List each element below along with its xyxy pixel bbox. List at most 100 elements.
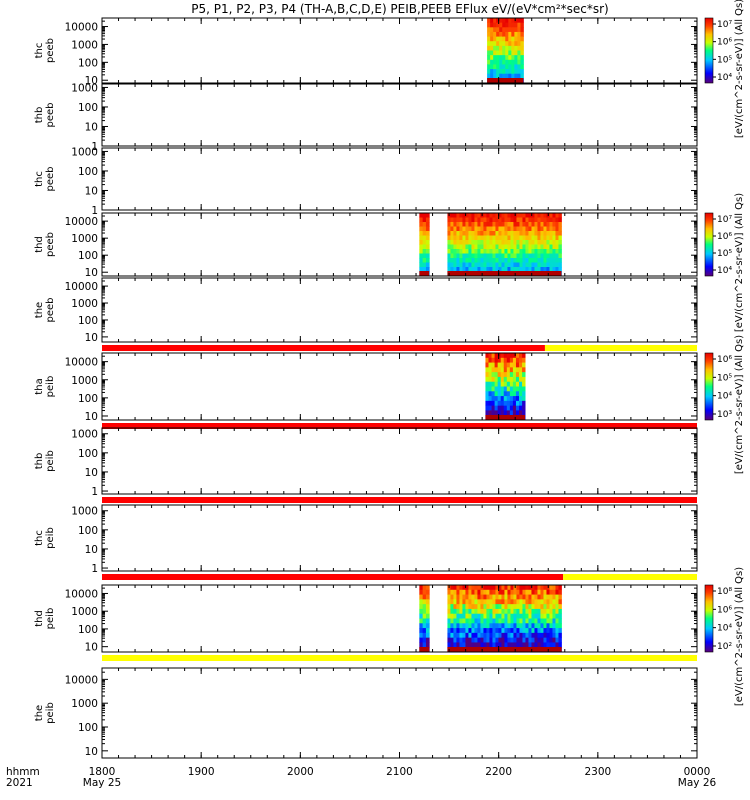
spectrogram-cell (459, 222, 463, 227)
spectrogram-cell (517, 69, 521, 75)
spectrogram-cell (555, 604, 559, 610)
spectrogram-cell (483, 217, 487, 223)
spectrogram-cell (508, 59, 512, 65)
spectrogram-cell (419, 253, 424, 259)
panel-label: thbpeeb (34, 103, 56, 128)
spectrogram-cell (555, 267, 559, 272)
spectrogram-cell (558, 222, 562, 227)
spectrogram-cell (505, 22, 509, 28)
colorbar-tick-label: 10⁶ (717, 605, 732, 615)
spectrogram-cell (499, 36, 503, 42)
spectrogram-cell (549, 618, 553, 624)
panel-frame (101, 667, 698, 759)
spectrogram-cell (513, 613, 517, 619)
probe-name: thc (34, 171, 45, 187)
panel-label: thdpeib (34, 608, 56, 630)
spectrogram-cell (495, 222, 499, 227)
spectrogram-cell (528, 231, 532, 236)
spectrogram-cell (543, 240, 547, 245)
spectrogram-cell (486, 226, 490, 232)
spectrogram-cell (514, 55, 518, 61)
spectrogram-cell (492, 249, 496, 254)
spectrogram-cell (496, 41, 500, 47)
spectrogram-cell (537, 240, 541, 245)
spectrogram-cell (497, 372, 502, 378)
spectrogram-cell (504, 262, 508, 268)
spectrogram-cell (494, 386, 499, 392)
spectrogram-cell (491, 400, 495, 407)
spectrogram-cell (549, 249, 553, 254)
spectrogram-cell (522, 362, 526, 368)
spectrogram-cell (462, 613, 466, 619)
spectrogram-cell (483, 240, 487, 245)
spectrogram-cell (501, 599, 505, 605)
spectrogram-cell (493, 64, 497, 70)
spectrogram-cell (534, 235, 538, 241)
spectrogram-cell (515, 410, 520, 416)
spectrogram-cell (549, 585, 553, 591)
spectrogram-cell (491, 386, 495, 392)
spectrogram-cell (459, 235, 463, 241)
spectrogram-cell (468, 235, 472, 241)
spectrogram-cell (540, 240, 544, 245)
spectrogram-cell (511, 64, 515, 70)
spectrogram-cell (486, 618, 490, 624)
spectrogram-cell (503, 386, 508, 392)
spectrogram-cell (425, 628, 430, 634)
spectrogram-cell (503, 410, 508, 416)
spectrogram-cell (483, 604, 487, 610)
spectrogram-cell (492, 258, 496, 263)
spectrogram-cell (519, 362, 523, 368)
spectrogram-cell (520, 59, 524, 65)
spectrogram-cell (450, 585, 454, 591)
spectrogram-cell (543, 226, 547, 232)
spectrogram-cell (558, 585, 562, 591)
spectrogram-cell (510, 249, 514, 254)
spectrogram-cell (422, 235, 427, 241)
spectrogram-cell (456, 599, 460, 605)
spectrogram-cell (540, 235, 544, 241)
spectrogram-cell (537, 217, 541, 223)
spectrogram-cell (558, 637, 562, 643)
spectrogram-cell (465, 253, 469, 259)
spectrogram-cell (501, 618, 505, 624)
y-tick-label: 100 (78, 722, 98, 734)
spectrogram-cell (474, 604, 478, 610)
spectrogram-cell (510, 642, 514, 648)
spectrogram-cell (456, 222, 460, 227)
spectrogram-cell (546, 267, 550, 272)
spectrogram-cell (504, 637, 508, 643)
spectrogram-cell (516, 235, 520, 241)
spectrogram-cell (495, 267, 499, 272)
spectrogram-cell (552, 604, 556, 610)
spectrogram-cell (465, 585, 469, 591)
spectrogram-cell (513, 222, 517, 227)
colorbar-tick-label: 10⁶ (717, 232, 732, 242)
spectrogram-cell (487, 31, 491, 37)
spectrogram-cell (499, 18, 503, 24)
colorbar-tick-label: 10² (717, 642, 732, 652)
spectrogram-cell (558, 235, 562, 241)
spectrogram-cell (486, 589, 490, 595)
spectrogram-cell (499, 41, 503, 47)
spectrogram-cell (491, 353, 495, 359)
spectrogram-cell (549, 226, 553, 232)
spectrogram-cell (549, 267, 553, 272)
spectrogram-cell (480, 637, 484, 643)
spectrogram-cell (498, 628, 502, 634)
spectrogram-cell (517, 50, 521, 56)
spectrogram-cell (511, 36, 515, 42)
spectrogram-cell (447, 608, 451, 615)
spectrogram-cell (465, 262, 469, 268)
spectrogram-cell (422, 258, 427, 263)
spectrogram-cell (509, 367, 514, 373)
spectrogram-cell (520, 31, 524, 37)
spectrogram-cell (495, 213, 499, 218)
spectrogram-cell (490, 27, 494, 33)
spectrogram-cell (531, 258, 535, 263)
spectrogram-cell (480, 240, 484, 245)
time-axis: hhmm 2021 May 25 May 26 1800 1900 2000 2100… (6, 766, 717, 789)
spectrogram-cell (480, 231, 484, 236)
spectrogram-cell (504, 608, 508, 615)
spectrogram-cell (500, 362, 505, 368)
